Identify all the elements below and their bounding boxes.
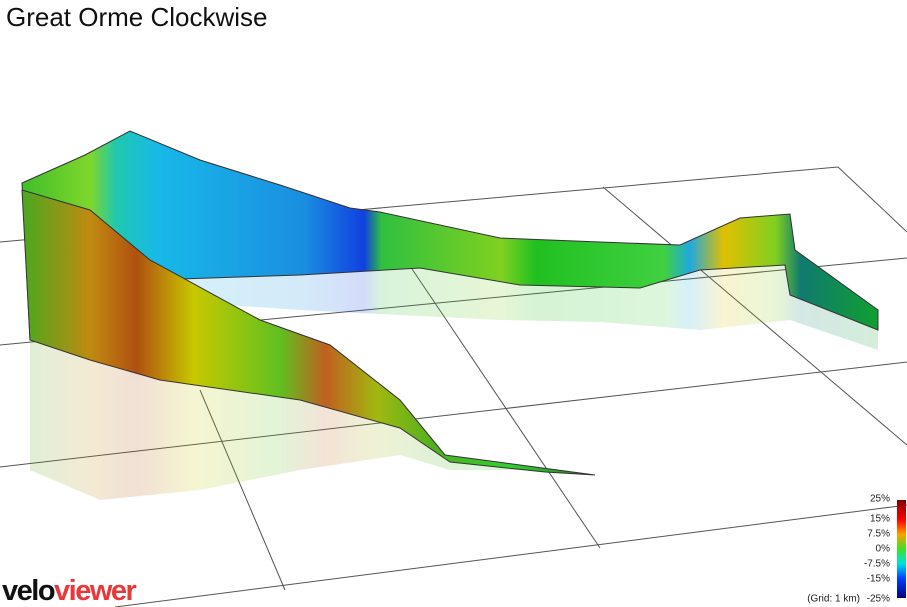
legend-label: 15% (870, 514, 890, 525)
grid-line (114, 504, 907, 607)
legend-colorbar (897, 500, 906, 598)
gradient-legend: 25% 15% 7.5% 0% -7.5% -15% -25% (Grid: 1… (807, 494, 906, 605)
logo-part: velo (2, 575, 55, 607)
logo-part: viewer (54, 575, 136, 607)
legend-label: 25% (870, 494, 890, 505)
legend-label: -15% (867, 574, 890, 585)
route-wall-front (21, 189, 596, 476)
logo: veloviewer (2, 575, 137, 607)
legend-label: -25% (867, 594, 890, 605)
legend-label: 0% (876, 544, 891, 555)
route-wall-back (21, 130, 879, 341)
page-title: Great Orme Clockwise (6, 2, 268, 32)
legend-label: 7.5% (867, 529, 890, 540)
grid-note: (Grid: 1 km) (807, 594, 860, 605)
legend-label: -7.5% (864, 559, 890, 570)
